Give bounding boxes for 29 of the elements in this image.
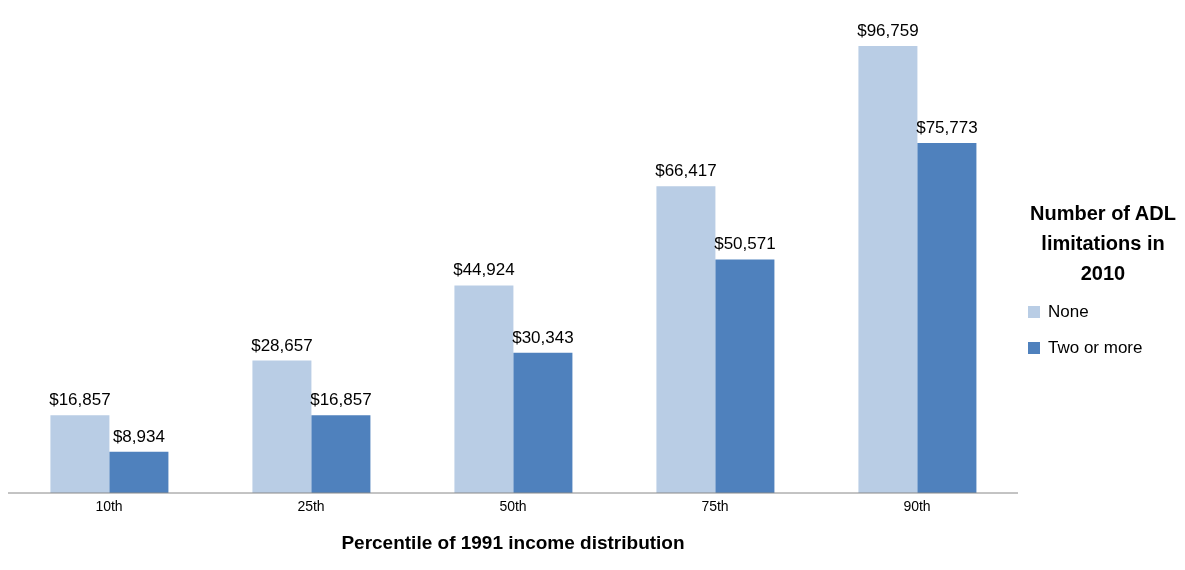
bar	[513, 352, 573, 493]
x-axis-title: Percentile of 1991 income distribution	[341, 532, 685, 553]
bar	[917, 142, 977, 493]
x-tick-label: 50th	[499, 497, 527, 514]
x-tick-label: 25th	[297, 497, 325, 514]
data-label: $16,857	[310, 390, 372, 410]
data-label: $66,417	[655, 161, 717, 181]
legend-label: Two or more	[1048, 337, 1143, 358]
data-label: $75,773	[916, 117, 978, 137]
x-tick-label: 75th	[701, 497, 729, 514]
data-label: $44,924	[453, 260, 515, 280]
data-label: $96,759	[857, 21, 919, 40]
data-label: $16,857	[49, 390, 111, 410]
legend-label: None	[1048, 301, 1089, 322]
legend-title: Number of ADL limitations in 2010	[1029, 200, 1177, 286]
bar	[50, 415, 110, 493]
bar	[311, 415, 371, 493]
bar	[858, 46, 918, 493]
data-label: $50,571	[714, 234, 776, 254]
bar	[454, 285, 514, 493]
data-label: $8,934	[112, 426, 165, 446]
x-tick-label: 90th	[903, 497, 931, 514]
bar	[715, 259, 775, 493]
bar	[656, 186, 716, 493]
x-tick-label: 10th	[95, 497, 123, 514]
bar	[252, 360, 312, 493]
bar	[109, 451, 169, 493]
data-label: $30,343	[512, 327, 574, 347]
data-label: $28,657	[251, 335, 313, 355]
